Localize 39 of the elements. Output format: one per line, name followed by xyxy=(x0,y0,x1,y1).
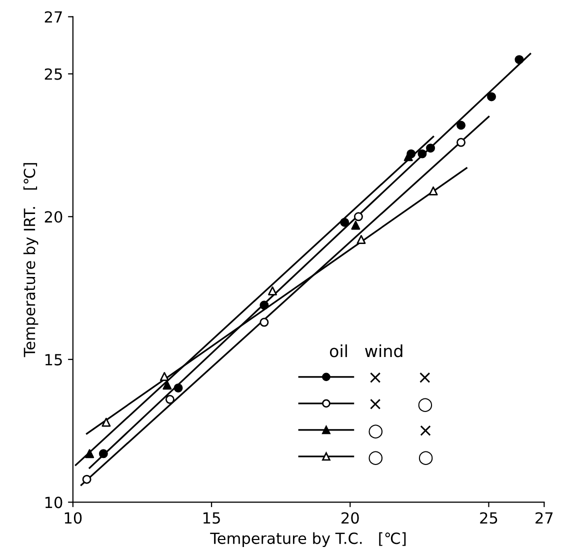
x-tick-label: 27 xyxy=(536,512,553,524)
legend-label: ○ × xyxy=(368,424,431,439)
point xyxy=(351,220,360,230)
x-tick-label: 15 xyxy=(203,512,220,524)
point xyxy=(514,55,524,64)
y-axis-title: Temperature by IRT. [℃] xyxy=(23,163,38,358)
point xyxy=(268,286,278,296)
point xyxy=(85,449,94,458)
point xyxy=(456,120,466,130)
point xyxy=(102,418,111,427)
legend-label: × × xyxy=(370,372,430,383)
point xyxy=(162,380,172,390)
x-tick-label: 20 xyxy=(342,512,359,524)
point xyxy=(426,144,436,153)
x-tick-label: 10 xyxy=(64,512,82,524)
x-tick-label: 25 xyxy=(480,512,498,524)
y-tick-label: 25 xyxy=(44,68,62,80)
y-tick-label: 15 xyxy=(45,354,62,366)
point xyxy=(354,212,363,222)
point xyxy=(340,218,350,227)
legend-label: ○ ○ xyxy=(368,451,433,466)
point xyxy=(418,149,427,158)
point xyxy=(260,300,269,310)
y-tick-label: 10 xyxy=(45,496,62,508)
point xyxy=(160,372,169,382)
point xyxy=(174,383,183,392)
point xyxy=(487,92,496,102)
point xyxy=(356,234,366,244)
point xyxy=(428,186,438,196)
x-axis-title: Temperature by T.C. [℃] xyxy=(210,532,406,548)
legend-label: × ○ xyxy=(370,398,432,412)
point xyxy=(82,474,92,484)
legend-title: oil wind xyxy=(330,344,402,358)
point xyxy=(98,449,108,458)
y-tick-label: 20 xyxy=(44,211,62,223)
y-tick-label: 27 xyxy=(44,11,62,23)
point xyxy=(165,394,174,404)
point xyxy=(260,318,269,327)
point xyxy=(456,138,466,147)
